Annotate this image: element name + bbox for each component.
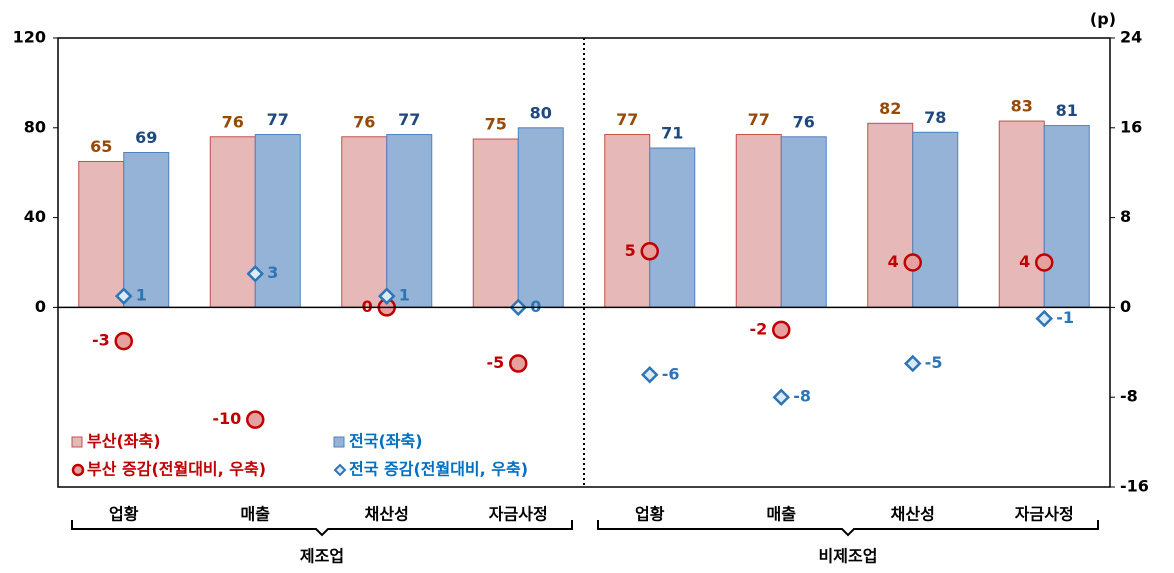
marker-value-label: -5 — [486, 353, 504, 372]
legend-swatch — [71, 436, 83, 448]
bar-value-label: 83 — [1011, 97, 1033, 116]
bar-value-label: 65 — [90, 137, 112, 156]
marker — [114, 287, 133, 305]
marker — [1035, 309, 1054, 328]
legend-swatch — [333, 463, 347, 477]
x-tick-label: 업황 — [635, 505, 665, 524]
bar — [341, 136, 388, 308]
bar-value-label: 76 — [222, 112, 244, 131]
legend-label: 부산 증감(전월대비, 우축) — [87, 460, 266, 479]
y2-tick-label: -16 — [1120, 477, 1149, 496]
marker — [640, 242, 659, 261]
bar — [998, 120, 1045, 308]
group-label: 제조업 — [300, 547, 344, 566]
marker — [772, 320, 791, 340]
y-tick-label: 0 — [35, 297, 46, 316]
bar — [209, 136, 256, 308]
marker-value-label: -1 — [1056, 308, 1074, 327]
marker-value-label: -2 — [749, 319, 767, 338]
group-bracket — [597, 520, 1099, 537]
marker — [903, 253, 922, 272]
x-tick-label: 자금사정 — [1015, 505, 1074, 524]
bar-value-label: 69 — [135, 128, 157, 147]
y2-tick-label: 8 — [1120, 207, 1131, 226]
bar — [780, 136, 827, 308]
x-tick-label: 채산성 — [891, 505, 935, 524]
x-tick-label: 매출 — [241, 505, 271, 524]
bar-value-label: 77 — [616, 110, 638, 129]
y-tick-label: 80 — [24, 117, 46, 136]
marker-value-label: 3 — [267, 263, 278, 282]
bar — [649, 147, 696, 308]
group-label: 비제조업 — [819, 547, 878, 566]
marker — [903, 354, 922, 373]
bar — [254, 134, 301, 308]
marker — [246, 264, 265, 283]
marker-value-label: 0 — [530, 297, 541, 316]
bar — [517, 127, 564, 308]
marker-value-label: 4 — [888, 252, 899, 271]
marker-value-label: -3 — [92, 331, 110, 350]
bar-value-label: 77 — [267, 110, 289, 129]
legend-swatch — [333, 436, 345, 448]
y2-unit: (p) — [1090, 10, 1116, 29]
marker-value-label: 0 — [362, 297, 373, 316]
bar-value-label: 80 — [530, 103, 552, 122]
bar — [912, 131, 959, 308]
x-tick-label: 매출 — [767, 505, 797, 524]
x-tick-label: 업황 — [109, 505, 139, 524]
marker — [377, 287, 396, 305]
bar-value-label: 82 — [879, 99, 901, 118]
bar-value-label: 81 — [1056, 101, 1078, 120]
y2-tick-label: -8 — [1120, 387, 1138, 406]
y2-tick-label: 24 — [1120, 28, 1142, 47]
group-bracket — [71, 520, 573, 537]
marker — [640, 365, 659, 384]
legend-label: 부산(좌축) — [87, 432, 161, 451]
x-tick-label: 자금사정 — [489, 505, 548, 524]
marker — [772, 388, 791, 406]
marker — [114, 331, 133, 351]
y-tick-label: 120 — [13, 28, 46, 47]
y-tick-label: 40 — [24, 207, 46, 226]
bar — [735, 134, 782, 308]
marker — [509, 354, 528, 373]
marker-value-label: 1 — [136, 286, 147, 305]
bar — [78, 160, 125, 308]
marker — [1035, 253, 1054, 272]
bar — [386, 134, 433, 308]
bar-value-label: 77 — [748, 110, 770, 129]
y2-tick-label: 16 — [1120, 117, 1142, 136]
bar — [867, 122, 914, 308]
marker-value-label: -5 — [925, 353, 943, 372]
bar-value-label: 76 — [793, 112, 815, 131]
bar — [604, 134, 651, 308]
x-tick-label: 채산성 — [365, 505, 409, 524]
bar-value-label: 71 — [661, 124, 683, 143]
bar-value-label: 78 — [924, 108, 946, 127]
legend-label: 전국 증감(전월대비, 우축) — [349, 460, 528, 479]
marker-value-label: -10 — [212, 409, 241, 428]
legend-swatch — [71, 463, 85, 477]
marker-value-label: -8 — [793, 387, 811, 406]
bar — [123, 151, 170, 308]
marker — [246, 410, 265, 429]
legend-label: 전국(좌축) — [349, 432, 423, 451]
bar-value-label: 77 — [398, 110, 420, 129]
y2-tick-label: 0 — [1120, 297, 1131, 316]
marker-value-label: 1 — [399, 286, 410, 305]
bar-value-label: 75 — [485, 115, 507, 134]
bar-value-label: 76 — [353, 112, 375, 131]
bar — [472, 138, 519, 308]
marker-value-label: 5 — [625, 241, 636, 260]
marker-value-label: -6 — [662, 364, 680, 383]
bar — [1043, 125, 1090, 308]
marker-value-label: 4 — [1019, 252, 1030, 271]
